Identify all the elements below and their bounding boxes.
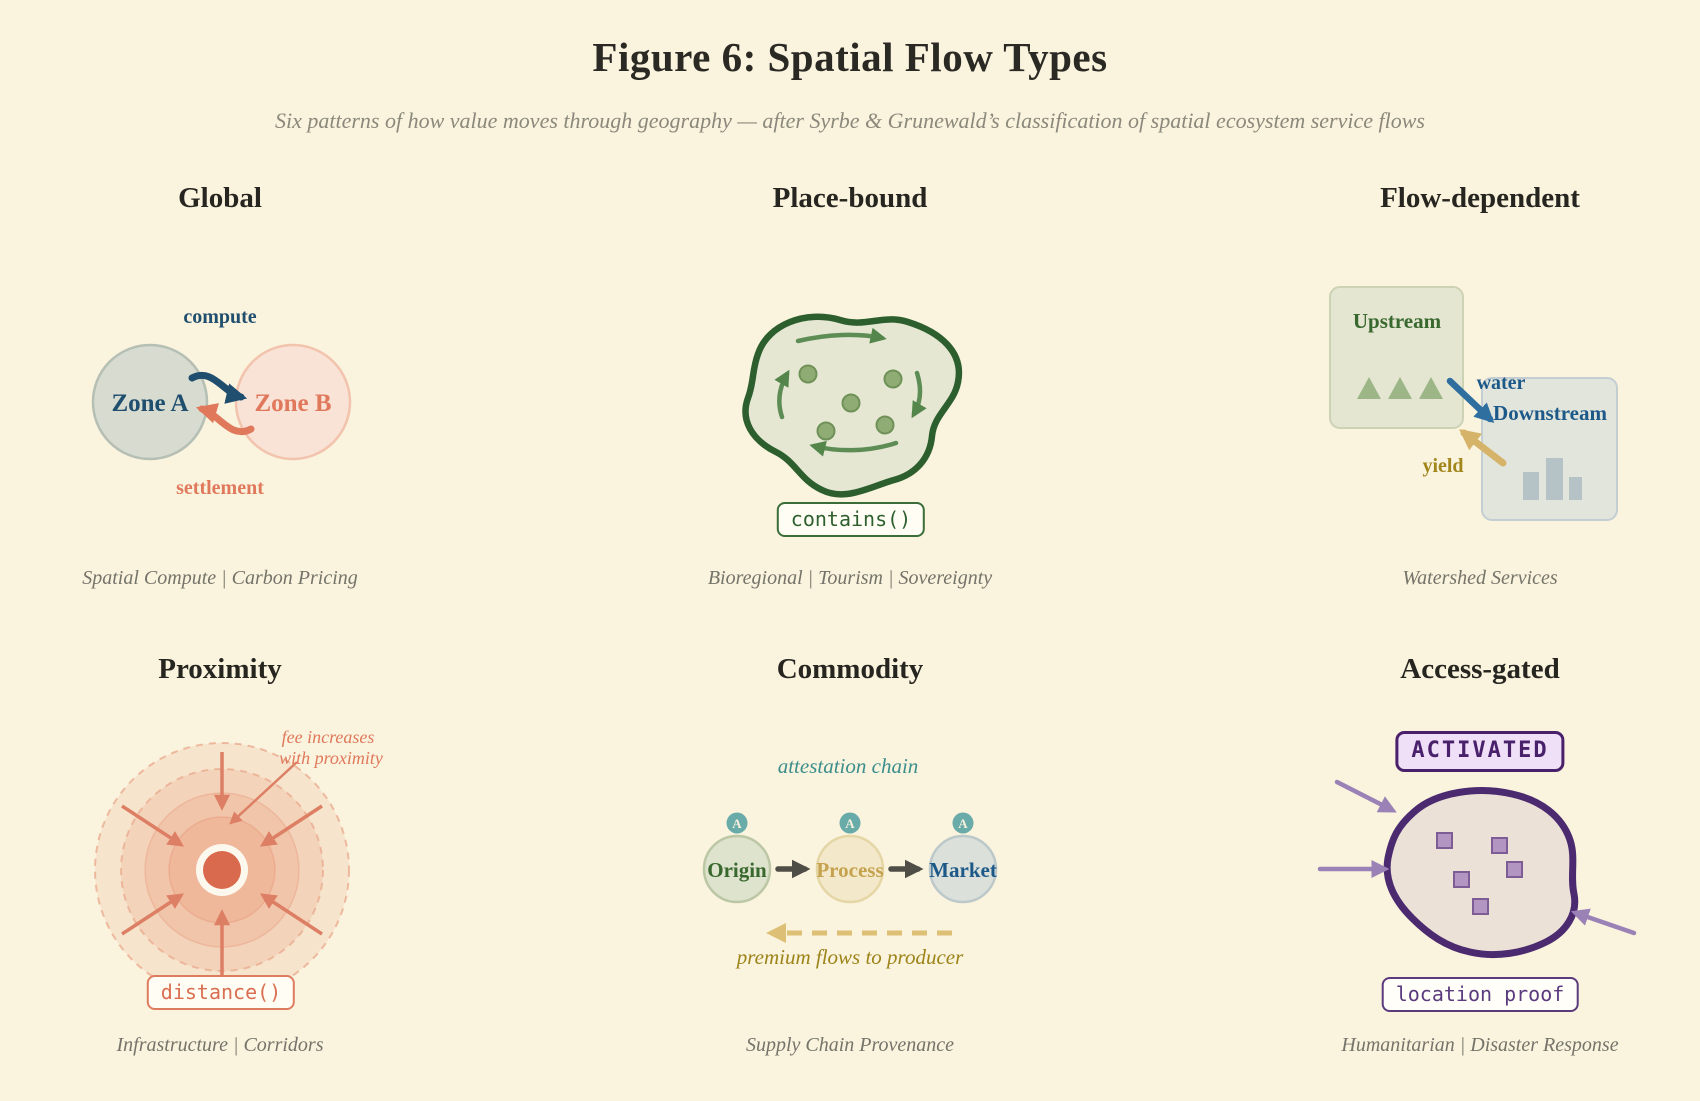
annotation-pointer-arrow-icon [229,761,298,825]
zone-b-label: Zone B [254,390,331,417]
settlement-arrow-icon [195,403,255,435]
inward-arrows [121,752,323,988]
resource-dot [841,393,861,413]
inward-arrow-lower-right-icon [259,893,323,936]
distance-code-badge: distance() [146,975,296,1010]
panel-access-gated-heading: Access-gated [1400,653,1560,685]
flow-dependent-diagram: Upstream Downstream water yield [1329,286,1618,521]
panel-proximity-heading: Proximity [158,653,282,685]
global-diagram: compute Zone A Zone B settlement [91,306,352,499]
circulation-arrow-right-icon [911,370,927,419]
commodity-diagram: attestation chain A A A Origin Process M… [702,754,998,969]
supply-square [1436,832,1453,849]
panel-proximity: Proximity fee increases with proximity [0,640,440,1101]
figure-subtitle: Six patterns of how value moves through … [275,108,1425,133]
market-node-circle [928,834,998,904]
supply-squares [1436,832,1523,915]
zone-a-label: Zone A [111,390,188,417]
inward-arrow-upper-right-icon [259,804,323,847]
panel-place-bound-caption: Bioregional | Tourism | Sovereignty [707,567,993,589]
attestation-badge-letter: A [732,816,742,831]
panel-flow-dependent-caption: Watershed Services [1402,567,1558,589]
resource-dot [875,415,895,435]
water-arrow-icon [1446,377,1495,424]
activated-status-badge: ACTIVATED [1395,731,1565,772]
location-proof-badge: location proof [1381,977,1579,1012]
origin-node-circle [702,834,772,904]
attestation-chain-label: attestation chain [778,754,919,778]
attestation-badge: A [839,812,861,834]
compute-flow-label: compute [183,306,256,328]
origin-node-label: Origin [707,858,767,882]
panel-place-bound-heading: Place-bound [772,182,928,214]
supply-square [1491,837,1508,854]
inward-arrow-upper-left-icon [121,804,185,847]
resource-dot [883,369,903,389]
process-node-label: Process [816,858,883,882]
panel-commodity: Commodity attestation chain A A A Origin… [630,640,1070,1101]
circulation-arrow-left-icon [774,369,790,420]
center-node [203,851,241,889]
process-node-circle [815,834,885,904]
proximity-diagram: fee increases with proximity [94,727,383,998]
entry-arrow-upper-left-icon [1334,779,1397,813]
panel-flow-dependent-heading: Flow-dependent [1380,182,1580,214]
mountain-triangles-icon [1357,377,1443,399]
water-flow-label: water [1477,372,1526,394]
market-node-label: Market [929,858,997,882]
entry-arrow-lower-right-icon [1570,908,1637,936]
compute-arrow-icon [188,372,248,404]
supply-square [1472,898,1489,915]
settlement-flow-label: settlement [176,477,264,499]
panel-access-gated-caption: Humanitarian | Disaster Response [1341,1034,1619,1056]
panel-commodity-heading: Commodity [776,653,924,685]
fee-annotation-line2: with proximity [279,748,383,768]
circulation-arrow-top-icon [795,327,887,344]
contains-code-badge: contains() [776,502,926,537]
circulation-arrow-bottom-icon [809,440,899,457]
panel-flow-dependent: Flow-dependent Upstream Downstream water… [1260,160,1700,600]
attestation-badge: A [952,812,974,834]
resource-dot [816,421,836,441]
gated-zone-blob [1383,787,1579,959]
downstream-label: Downstream [1493,401,1607,425]
yield-arrow-icon [1459,429,1507,467]
upstream-label: Upstream [1353,309,1442,333]
zone-a-circle [91,343,209,461]
access-gated-diagram [1317,779,1637,959]
inward-arrow-lower-left-icon [121,893,185,936]
yield-flow-label: yield [1422,455,1463,477]
resource-dot [798,364,818,384]
attestation-badge-letter: A [845,816,855,831]
fee-annotation-line1: fee increases [282,727,375,747]
supply-square [1453,871,1470,888]
place-bound-diagram [742,313,963,498]
panel-commodity-caption: Supply Chain Provenance [745,1034,955,1056]
figure-title: Figure 6: Spatial Flow Types [592,34,1108,80]
panel-global-heading: Global [178,182,262,214]
panel-access-gated: Access-gated ACTIVATED location proof Hu… [1260,640,1700,1101]
panel-global-caption: Spatial Compute | Carbon Pricing [82,567,358,589]
panel-proximity-caption: Infrastructure | Corridors [116,1034,324,1056]
panel-place-bound: Place-bound contains() Bioregional | Tou… [630,160,1070,600]
bar-chart-icon [1523,458,1582,500]
attestation-badge-letter: A [958,816,968,831]
attestation-badge: A [726,812,748,834]
supply-square [1506,861,1523,878]
premium-return-label: premium flows to producer [735,945,964,969]
panel-global: Global compute Zone A Zone B settlement … [0,160,440,600]
